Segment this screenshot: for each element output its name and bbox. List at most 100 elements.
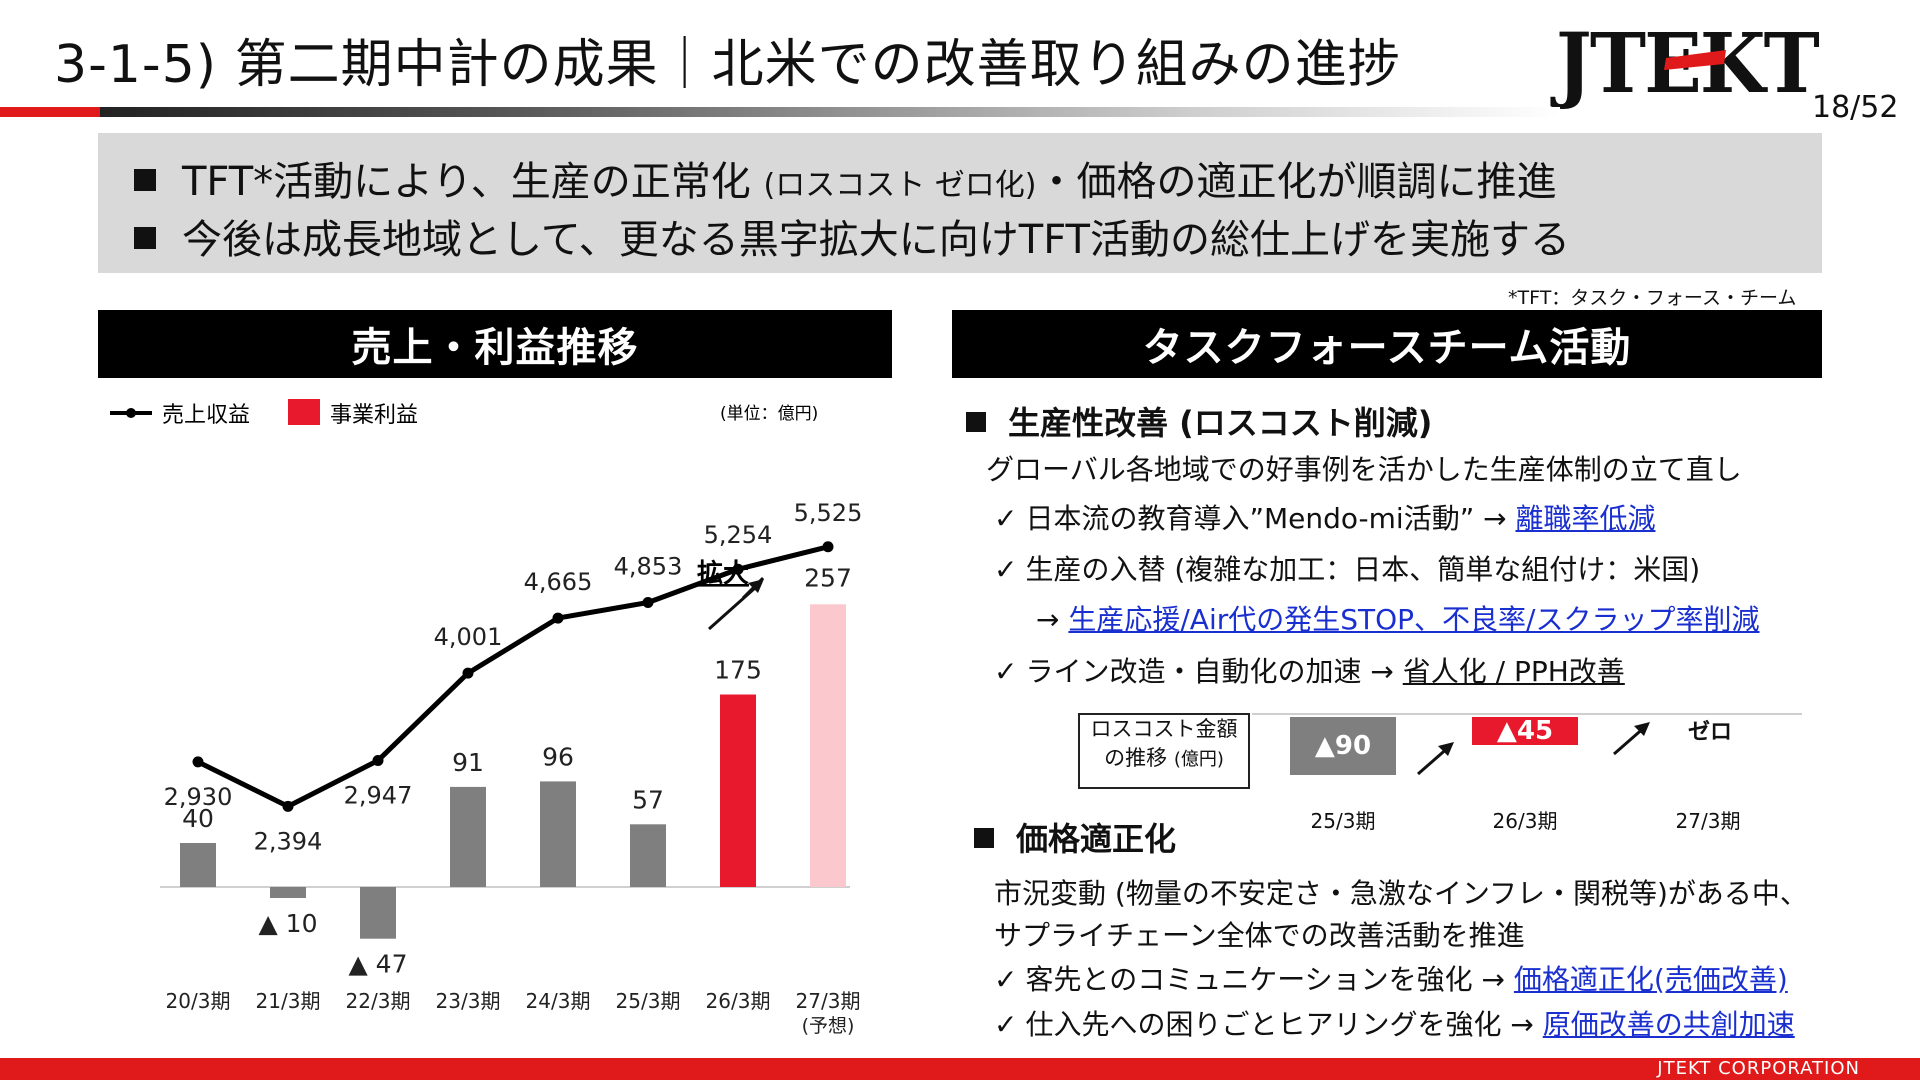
revenue-label-4: 4,665 [524,568,593,596]
productivity-item-2-result: → 生産応援/Air代の発生STOP、不良率/スクラップ率削減 [1036,603,1760,636]
revenue-point-1 [282,800,294,812]
profit-bar-label-4: 96 [542,742,574,771]
square-bullet-icon [134,169,156,191]
pricing-line-1: 市況変動 (物量の不安定さ・急激なインフレ・関税等)がある中、 [994,877,1808,910]
profit-bar-label-1: ▲ 10 [259,909,318,938]
revenue-line [196,544,829,809]
revenue-label-2: 2,947 [344,781,413,809]
up-arrow-icon [1613,722,1650,756]
losscost-zero-label: ゼロ [1688,720,1733,745]
square-bullet-icon [134,227,156,249]
losscost-period-26: 26/3期 [1492,809,1558,833]
check-icon: ✓ [994,963,1018,996]
revenue-label-3: 4,001 [434,623,503,651]
profit-bar-label-5: 57 [632,785,664,814]
footer-bar [0,1058,1920,1080]
productivity-item-2: ✓ 生産の入替 (複雑な加工：日本、簡単な組付け：米国) [994,553,1701,586]
pricing-item-1: ✓ 客先とのコミュニケーションを強化 → 価格適正化(売価改善) [994,963,1788,996]
square-bullet-icon [966,412,986,432]
revenue-point-3 [462,667,474,679]
check-icon: ✓ [994,553,1018,586]
x-tick-label-1: 21/3期 [256,989,321,1013]
revenue-label-0: 2,930 [164,783,233,811]
losscost-bar-25: ▲90 [1290,717,1396,775]
profit-bar-2 [360,887,396,939]
productivity-item-3: ✓ ライン改造・自動化の加速 → 省人化 / PPH改善 [994,655,1625,688]
revenue-point-6 [732,563,744,575]
check-icon: ✓ [994,655,1018,688]
summary-box: TFT*活動により、生産の正常化 (ロスコスト ゼロ化)・価格の適正化が順調に推… [98,133,1822,273]
sales-profit-chart: 売上収益 事業利益 (単位：億円) 40 ▲ 10 ▲ 47 91 96 57 175 257… [110,399,863,1037]
losscost-bar-26: ▲45 [1472,716,1578,746]
item4-link[interactable]: 価格適正化(売価改善) [1513,963,1788,996]
losscost-period-27: 27/3期 [1675,809,1741,833]
title-underline [0,107,1560,117]
page-number: 18/52 [1812,90,1899,125]
legend-revenue-marker-icon [126,408,136,418]
profit-bar-4 [540,781,576,887]
pricing-line-2: サプライチェーン全体での改善活動を推進 [994,919,1525,952]
x-tick-label-2: 22/3期 [346,989,411,1013]
square-bullet-icon [974,828,994,848]
item2-link[interactable]: 生産応援/Air代の発生STOP、不良率/スクラップ率削減 [1068,603,1760,636]
profit-bar-label-7: 257 [804,563,852,592]
chart-legend: 売上収益 事業利益 (単位：億円) [110,399,818,428]
item1-link[interactable]: 離職率低減 [1515,502,1656,535]
summary-line-1: TFT*活動により、生産の正常化 (ロスコスト ゼロ化)・価格の適正化が順調に推… [134,149,1556,207]
productivity-intro: グローバル各地域での好事例を活かした生産体制の立て直し [986,453,1742,486]
x-tick-label-7: 27/3期 [796,989,861,1013]
summary-line-2: 今後は成長地域として、更なる黒字拡大に向けTFT活動の総仕上げを実施する [134,207,1570,265]
profit-bar-0 [180,843,216,887]
x-tick-label-0: 20/3期 [166,989,231,1013]
profit-bar-label-3: 91 [452,748,484,777]
check-icon: ✓ [994,502,1018,535]
footer-company: JTEKT CORPORATION [1657,1058,1860,1079]
revenue-point-2 [372,754,384,766]
losscost-label-box: ロスコスト金額 の推移 (億円) [1078,713,1250,789]
check-icon: ✓ [994,1008,1018,1041]
legend-profit-swatch-icon [288,399,320,425]
expand-annotation: 拡大 [697,559,749,589]
revenue-label-1: 2,394 [254,827,323,855]
profit-bar-labels: 40 ▲ 10 ▲ 47 91 96 57 175 257 [182,563,852,978]
expand-arrow-icon [708,576,765,631]
profit-bar-5 [630,824,666,887]
taskforce-panel-title: タスクフォースチーム活動 [952,310,1822,378]
productivity-section-title: 生産性改善 (ロスコスト削減) [966,398,1432,444]
profit-bar-3 [450,786,486,887]
x-tick-label-3: 23/3期 [436,989,501,1013]
losscost-period-25: 25/3期 [1310,809,1376,833]
profit-bar-label-0: 40 [182,804,214,833]
jtekt-logo: JTEKT [1550,20,1821,110]
pricing-item-2: ✓ 仕入先への困りごとヒアリングを強化 → 原価改善の共創加速 [994,1008,1795,1041]
legend-revenue-label: 売上収益 [162,403,250,428]
chart-unit-label: (単位：億円) [720,404,818,424]
profit-bar-6 [720,694,756,887]
profit-bar-7 [810,604,846,887]
item5-link[interactable]: 原価改善の共創加速 [1542,1008,1795,1041]
revenue-labels: 2,930 2,394 2,947 4,001 4,665 4,853 5,254 5,525 [164,499,863,856]
sales-profit-panel-title: 売上・利益推移 [98,310,892,378]
x-tick-label-4: 24/3期 [526,989,591,1013]
revenue-label-5: 4,853 [614,552,683,580]
profit-bars [180,604,846,939]
x-tick-label-5: 25/3期 [616,989,681,1013]
profit-bar-label-6: 175 [714,656,762,685]
up-arrow-icon [1417,742,1454,776]
losscost-rule [1252,713,1802,715]
revenue-point-4 [552,612,564,624]
productivity-item-1: ✓ 日本流の教育導入”Mendo-mi活動” → 離職率低減 [994,502,1656,535]
profit-bar-1 [270,887,306,898]
x-tick-sublabel-7: (予想) [802,1015,855,1037]
revenue-point-7 [822,541,834,553]
profit-bar-label-2: ▲ 47 [349,950,408,979]
page-title: 3-1-5) 第二期中計の成果｜北米での改善取り組みの進捗 [54,35,1401,95]
revenue-point-5 [642,596,654,608]
x-tick-label-6: 26/3期 [706,989,771,1013]
legend-profit-label: 事業利益 [330,403,418,428]
item3-result: 省人化 / PPH改善 [1402,655,1625,688]
tft-footnote: *TFT：タスク・フォース・チーム [1508,287,1797,309]
revenue-point-0 [192,756,204,768]
x-axis-labels: 20/3期 21/3期 22/3期 23/3期 24/3期 25/3期 26/3期 27/3期… [166,989,861,1037]
revenue-label-6: 5,254 [704,521,773,549]
